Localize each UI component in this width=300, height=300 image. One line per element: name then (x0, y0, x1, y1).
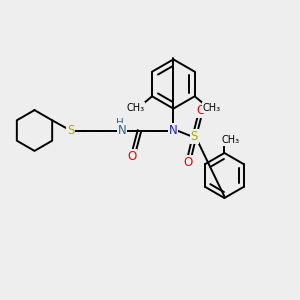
Text: H: H (116, 118, 124, 128)
Text: S: S (67, 124, 74, 137)
Text: N: N (118, 124, 127, 137)
Text: O: O (196, 104, 206, 118)
Text: O: O (127, 150, 136, 163)
Text: CH₃: CH₃ (202, 103, 220, 113)
Text: CH₃: CH₃ (127, 103, 145, 113)
Text: S: S (191, 130, 198, 143)
Text: O: O (183, 155, 192, 169)
Text: CH₃: CH₃ (222, 135, 240, 146)
Text: N: N (169, 124, 178, 137)
